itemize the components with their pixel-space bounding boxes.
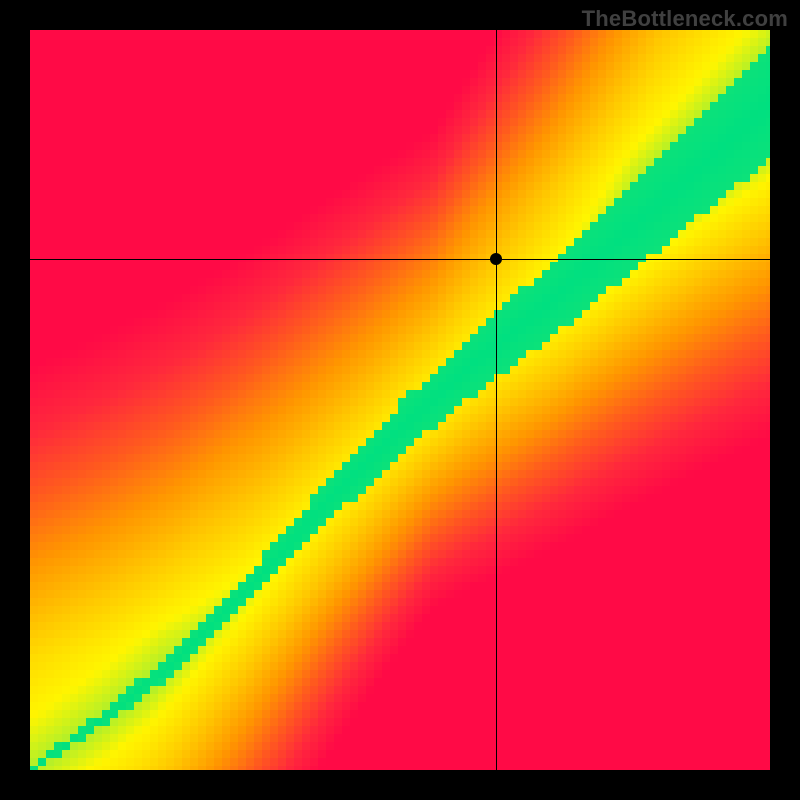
crosshair-vertical xyxy=(496,30,497,770)
crosshair-marker xyxy=(490,253,502,265)
bottleneck-heatmap xyxy=(0,0,800,800)
chart-stage: { "attribution": { "text": "TheBottlenec… xyxy=(0,0,800,800)
crosshair-horizontal xyxy=(30,259,770,260)
